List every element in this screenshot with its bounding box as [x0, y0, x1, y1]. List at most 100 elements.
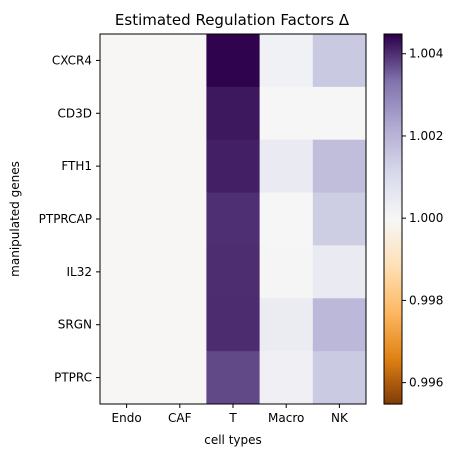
colorbar-segment — [384, 180, 402, 183]
colorbar-segment — [384, 136, 402, 139]
heatmap-cell — [153, 34, 207, 88]
heatmap-cell — [100, 245, 154, 299]
y-tick-label: CD3D — [58, 106, 93, 120]
colorbar-segment — [384, 106, 402, 109]
colorbar-segment — [384, 152, 402, 155]
colorbar-segment — [384, 50, 402, 53]
colorbar-segment — [384, 218, 402, 221]
chart-title: Estimated Regulation Factors Δ — [115, 11, 350, 29]
colorbar-segment — [384, 388, 402, 391]
y-tick-label: SRGN — [58, 318, 92, 332]
colorbar-segment — [384, 352, 402, 355]
colorbar-segment — [384, 138, 402, 141]
colorbar-segment — [384, 290, 402, 293]
colorbar-segment — [384, 216, 402, 219]
colorbar-segment — [384, 250, 402, 253]
colorbar-segment — [384, 248, 402, 251]
colorbar-segment — [384, 264, 402, 267]
colorbar-segment — [384, 94, 402, 97]
y-tick-label: CXCR4 — [52, 53, 92, 67]
colorbar-segment — [384, 392, 402, 395]
x-axis-label: cell types — [204, 433, 262, 447]
colorbar: 0.996 0.998 1.000 1.002 1.004 — [383, 33, 443, 405]
colorbar-segment — [384, 202, 402, 205]
colorbar-segment — [384, 134, 402, 137]
colorbar-segment — [384, 204, 402, 207]
colorbar-segment — [384, 338, 402, 341]
colorbar-segment — [384, 158, 402, 161]
colorbar-segment — [384, 304, 402, 307]
colorbar-segment — [384, 314, 402, 317]
colorbar-segment — [384, 210, 402, 213]
heatmap-cell — [153, 192, 207, 246]
heatmap-cell — [100, 34, 154, 88]
colorbar-segment — [384, 182, 402, 185]
colorbar-segment — [384, 242, 402, 245]
colorbar-segment — [384, 276, 402, 279]
colorbar-segment — [384, 166, 402, 169]
colorbar-segment — [384, 196, 402, 199]
heatmap-cell — [259, 139, 314, 194]
heatmap-cell — [312, 192, 367, 246]
heatmap-cell — [259, 86, 314, 141]
colorbar-segment — [384, 208, 402, 211]
colorbar-segment — [384, 98, 402, 101]
colorbar-segment — [384, 200, 402, 203]
heatmap-cell — [259, 245, 314, 299]
colorbar-segment — [384, 162, 402, 165]
y-tick-label: IL32 — [67, 265, 93, 279]
colorbar-segment — [384, 56, 402, 59]
colorbar-segment — [384, 156, 402, 159]
colorbar-segment — [384, 258, 402, 261]
colorbar-segment — [384, 322, 402, 325]
heatmap-cell — [100, 298, 154, 352]
colorbar-tick-label: 1.004 — [409, 47, 443, 61]
colorbar-segment — [384, 330, 402, 333]
colorbar-segment — [384, 44, 402, 47]
colorbar-segment — [384, 286, 402, 289]
colorbar-segment — [384, 254, 402, 257]
colorbar-segment — [384, 362, 402, 365]
colorbar-segment — [384, 228, 402, 231]
colorbar-segment — [384, 58, 402, 61]
colorbar-segment — [384, 120, 402, 123]
colorbar-segment — [384, 222, 402, 225]
colorbar-segment — [384, 278, 402, 281]
colorbar-segment — [384, 378, 402, 381]
heatmap-cell — [259, 351, 314, 405]
colorbar-segment — [384, 78, 402, 81]
y-axis-label: manipulated genes — [8, 161, 22, 277]
colorbar-segment — [384, 382, 402, 385]
colorbar-segment — [384, 308, 402, 311]
heatmap-cell — [100, 139, 154, 194]
colorbar-segment — [384, 262, 402, 265]
heatmap-cell — [206, 86, 261, 141]
heatmap-cell — [312, 351, 367, 405]
colorbar-segment — [384, 126, 402, 129]
colorbar-segment — [384, 336, 402, 339]
colorbar-segment — [384, 122, 402, 125]
colorbar-segment — [384, 40, 402, 43]
heatmap-cell — [259, 34, 314, 88]
colorbar-segment — [384, 256, 402, 259]
colorbar-segment — [384, 62, 402, 65]
colorbar-segment — [384, 268, 402, 271]
y-tick-label: FTH1 — [61, 159, 92, 173]
colorbar-segment — [384, 368, 402, 371]
y-tick-label: PTPRC — [54, 371, 92, 385]
colorbar-segment — [384, 194, 402, 197]
colorbar-segment — [384, 74, 402, 77]
colorbar-segment — [384, 64, 402, 67]
colorbar-segment — [384, 174, 402, 177]
colorbar-segment — [384, 220, 402, 223]
colorbar-segment — [384, 234, 402, 237]
colorbar-segment — [384, 128, 402, 131]
colorbar-segment — [384, 300, 402, 303]
heatmap-cell — [312, 86, 367, 141]
colorbar-segment — [384, 284, 402, 287]
colorbar-segment — [384, 214, 402, 217]
colorbar-segment — [384, 328, 402, 331]
colorbar-segment — [384, 54, 402, 57]
colorbar-segment — [384, 326, 402, 329]
colorbar-segment — [384, 130, 402, 133]
